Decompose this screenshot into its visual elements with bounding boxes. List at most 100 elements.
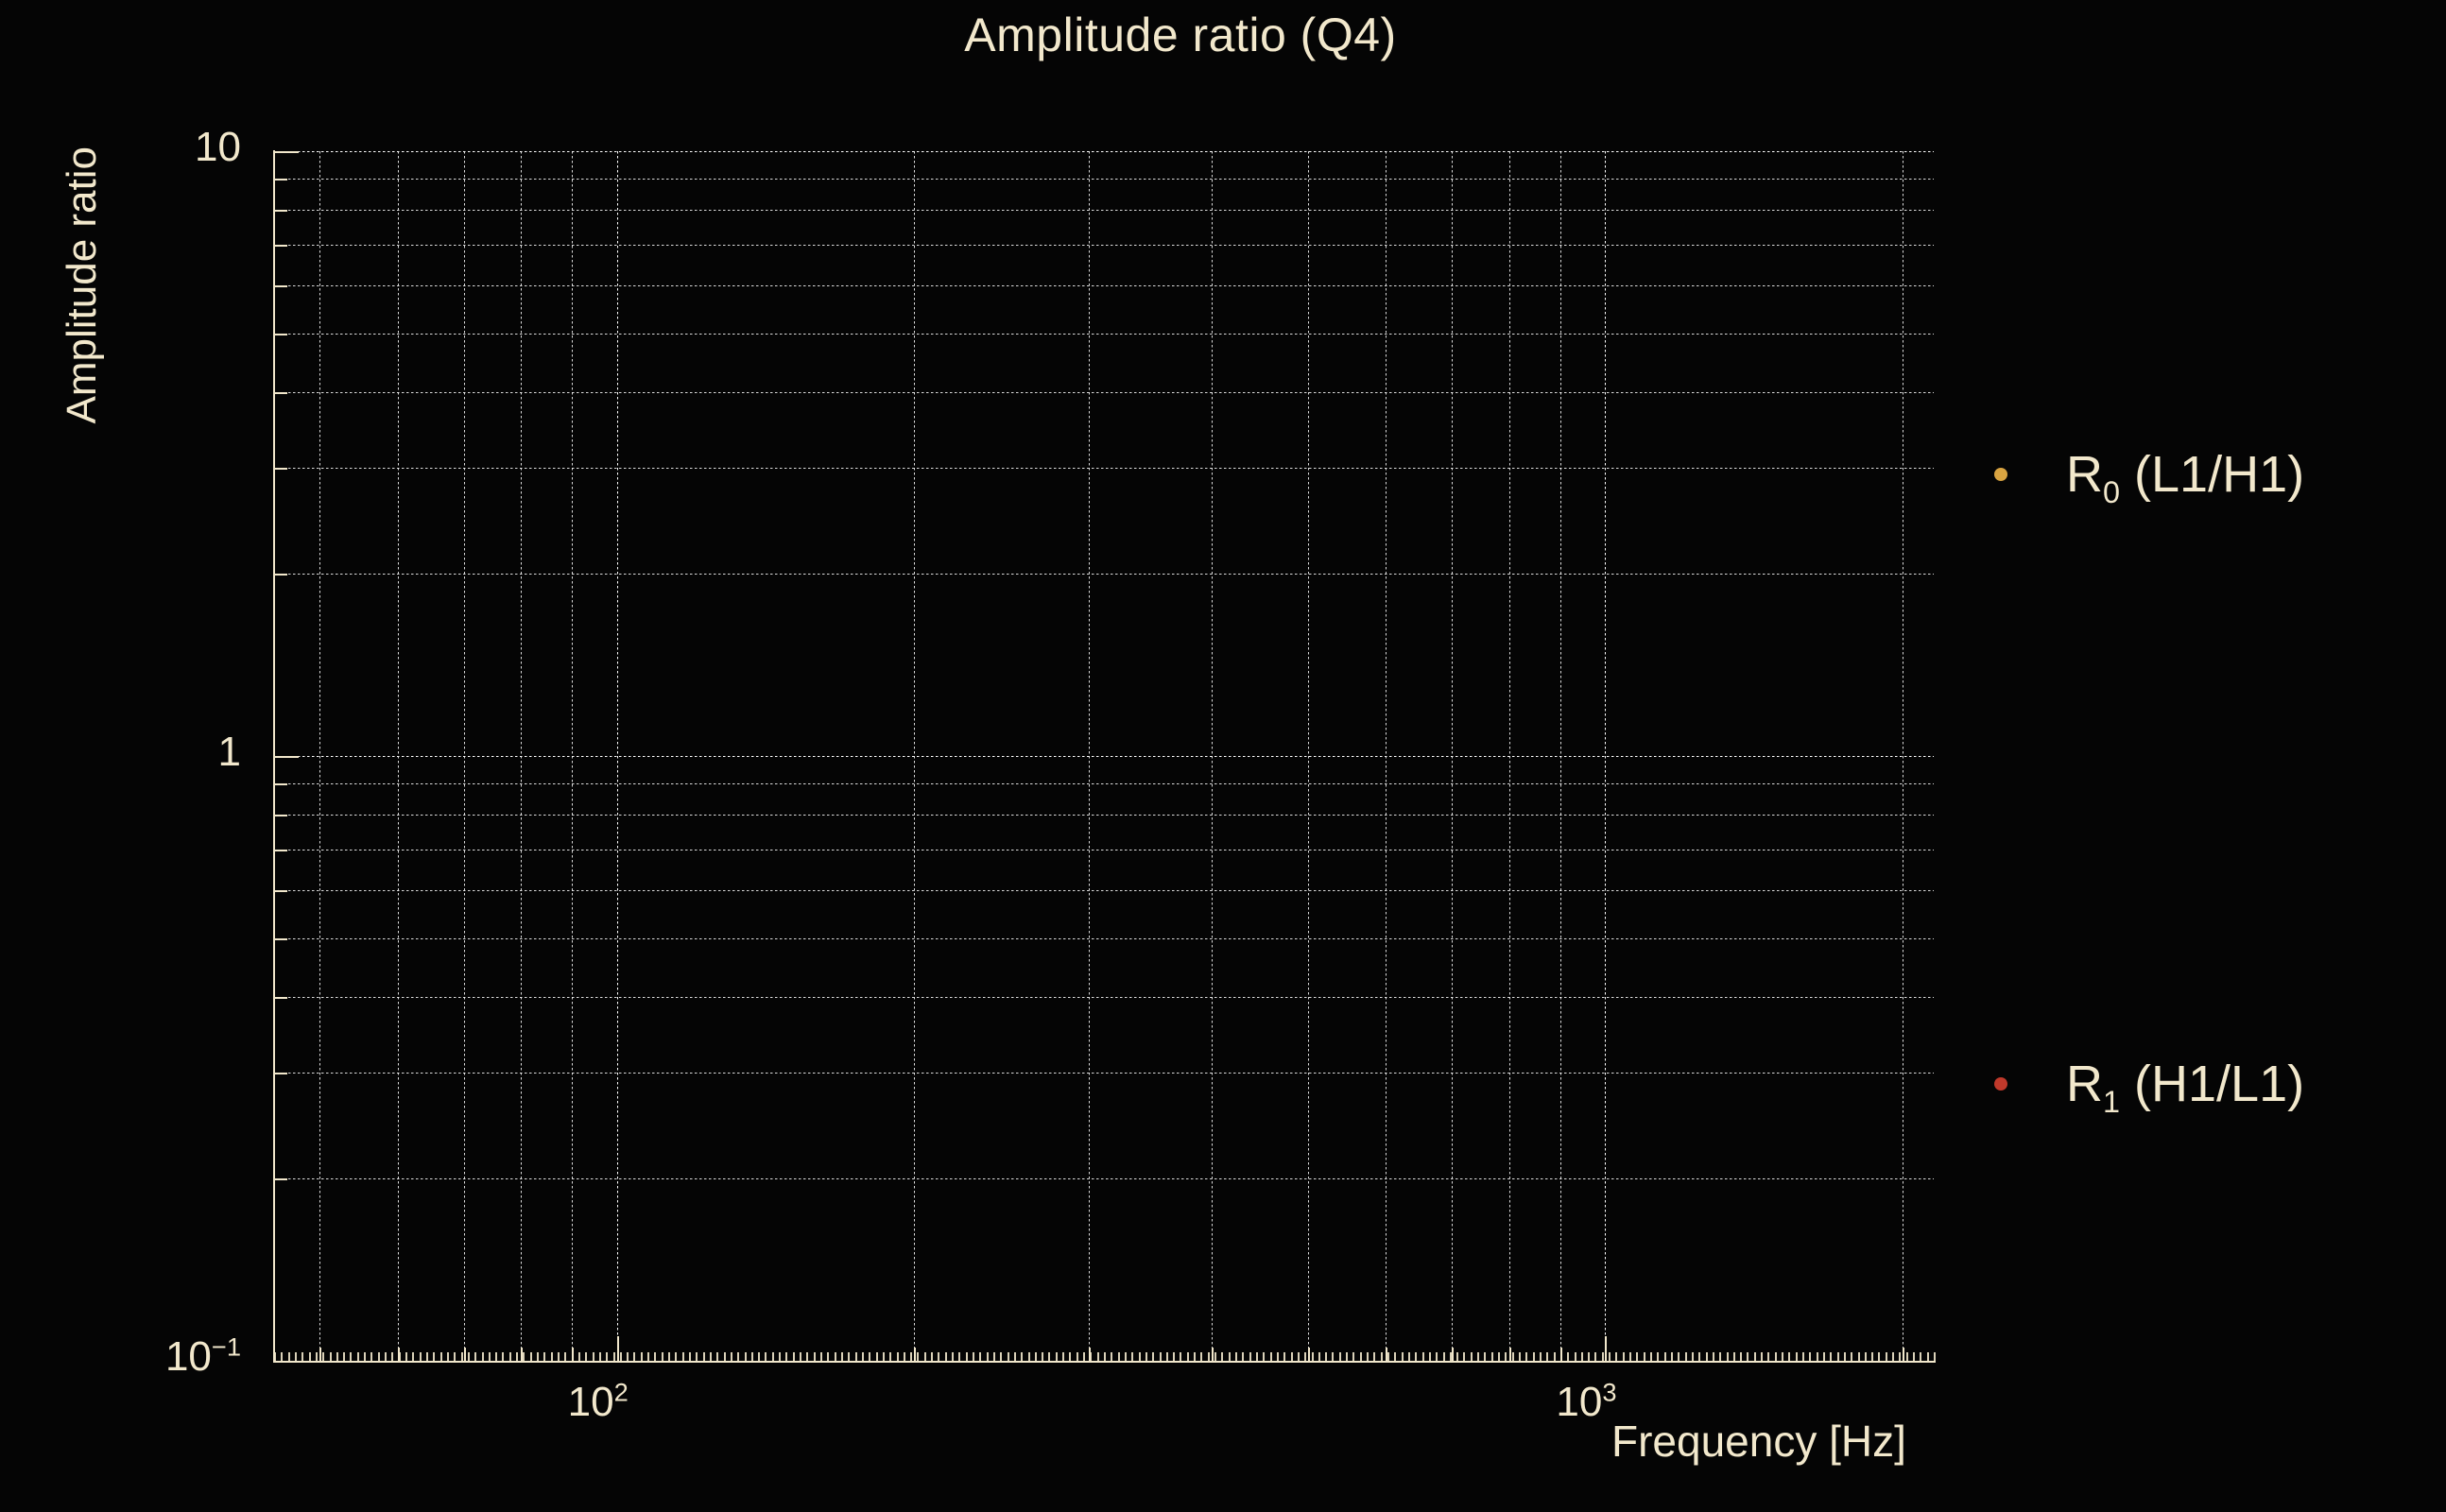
x-minor-tick	[537, 1352, 540, 1361]
x-minor-tick	[910, 1352, 913, 1361]
x-minor-tick	[1761, 1352, 1764, 1361]
x-minor-tick	[1574, 1352, 1576, 1361]
x-minor-tick	[765, 1352, 767, 1361]
x-minor-tick	[958, 1352, 961, 1361]
x-minor-tick	[1851, 1352, 1853, 1361]
x-minor-tick	[986, 1352, 989, 1361]
x-minor-tick	[281, 1352, 284, 1361]
x-minor-tick	[1027, 1352, 1030, 1361]
x-minor-tick	[364, 1352, 367, 1361]
y-gridline	[274, 151, 1934, 152]
x-minor-tick	[1753, 1352, 1756, 1361]
x-minor-tick	[1580, 1352, 1583, 1361]
x-minor-tick	[1373, 1352, 1376, 1361]
x-tick	[521, 1348, 524, 1361]
x-minor-tick	[779, 1352, 782, 1361]
x-minor-tick	[716, 1352, 719, 1361]
y-tick-label-10: 10	[195, 124, 241, 170]
x-minor-tick	[1083, 1352, 1086, 1361]
x-minor-tick	[1691, 1352, 1694, 1361]
x-minor-tick	[1726, 1352, 1729, 1361]
x-minor-tick	[1705, 1352, 1708, 1361]
legend-marker-icon-r1	[1994, 1077, 2007, 1091]
x-tick	[319, 1348, 321, 1361]
x-minor-tick	[1352, 1352, 1355, 1361]
x-minor-tick	[1456, 1352, 1459, 1361]
x-tick	[1088, 1348, 1091, 1361]
y-tick	[274, 996, 287, 999]
x-minor-tick	[1740, 1352, 1743, 1361]
x-minor-tick	[654, 1352, 657, 1361]
x-minor-tick	[758, 1352, 761, 1361]
x-minor-tick	[1263, 1352, 1266, 1361]
x-minor-tick	[1594, 1352, 1597, 1361]
x-minor-tick	[1885, 1352, 1887, 1361]
x-tick	[1212, 1348, 1214, 1361]
x-minor-tick	[627, 1352, 629, 1361]
x-tick-label-1e3: 103	[1556, 1377, 1617, 1425]
x-minor-tick	[875, 1352, 878, 1361]
x-minor-tick	[336, 1352, 338, 1361]
legend-entry-r0[interactable]: R0 (L1/H1)	[1994, 449, 2304, 507]
x-minor-tick	[488, 1352, 491, 1361]
x-minor-tick	[744, 1352, 747, 1361]
x-tick	[397, 1348, 400, 1361]
x-minor-tick	[723, 1352, 726, 1361]
x-minor-tick	[1788, 1352, 1791, 1361]
y-tick	[274, 815, 287, 817]
legend-marker-icon-r0	[1994, 468, 2007, 481]
x-minor-tick	[274, 1352, 276, 1361]
y-gridline	[274, 1178, 1934, 1180]
x-minor-tick	[1470, 1352, 1473, 1361]
x-tick	[1903, 1348, 1905, 1361]
legend-entry-r1[interactable]: R1 (H1/L1)	[1994, 1058, 2304, 1117]
x-minor-tick	[412, 1352, 415, 1361]
x-minor-tick	[702, 1352, 705, 1361]
x-minor-tick	[1055, 1352, 1058, 1361]
x-minor-tick	[1663, 1352, 1666, 1361]
x-axis-title: Frequency [Hz]	[1611, 1417, 1906, 1466]
x-minor-tick	[1636, 1352, 1639, 1361]
x-minor-tick	[1657, 1352, 1660, 1361]
x-minor-tick	[322, 1352, 325, 1361]
x-minor-tick	[1249, 1352, 1251, 1361]
x-minor-tick	[1463, 1352, 1466, 1361]
x-minor-tick	[1484, 1352, 1487, 1361]
x-tick	[1452, 1348, 1455, 1361]
x-tick	[463, 1348, 466, 1361]
y-tick	[274, 756, 299, 758]
x-minor-tick	[1843, 1352, 1846, 1361]
x-minor-tick	[972, 1352, 974, 1361]
x-minor-tick	[1367, 1352, 1369, 1361]
x-minor-tick	[1346, 1352, 1349, 1361]
x-minor-tick	[1629, 1352, 1632, 1361]
y-tick	[274, 850, 287, 852]
x-minor-tick	[419, 1352, 422, 1361]
x-minor-tick	[1387, 1352, 1389, 1361]
x-minor-tick	[543, 1352, 546, 1361]
x-minor-tick	[446, 1352, 449, 1361]
x-minor-tick	[1394, 1352, 1397, 1361]
x-minor-tick	[370, 1352, 373, 1361]
x-minor-tick	[1609, 1352, 1611, 1361]
x-minor-tick	[1235, 1352, 1238, 1361]
x-minor-tick	[1871, 1352, 1874, 1361]
x-minor-tick	[1152, 1352, 1155, 1361]
x-minor-tick	[1857, 1352, 1860, 1361]
x-minor-tick	[1415, 1352, 1418, 1361]
x-minor-tick	[1920, 1352, 1922, 1361]
x-minor-tick	[1021, 1352, 1024, 1361]
x-minor-tick	[1926, 1352, 1929, 1361]
y-gridline	[274, 937, 1934, 939]
x-minor-tick	[1207, 1352, 1210, 1361]
x-minor-tick	[792, 1352, 795, 1361]
x-minor-tick	[696, 1352, 698, 1361]
x-minor-tick	[640, 1352, 643, 1361]
x-minor-tick	[1069, 1352, 1072, 1361]
x-minor-tick	[834, 1352, 836, 1361]
x-minor-tick	[1532, 1352, 1535, 1361]
x-minor-tick	[800, 1352, 802, 1361]
x-minor-tick	[1000, 1352, 1003, 1361]
y-gridline	[274, 333, 1934, 335]
